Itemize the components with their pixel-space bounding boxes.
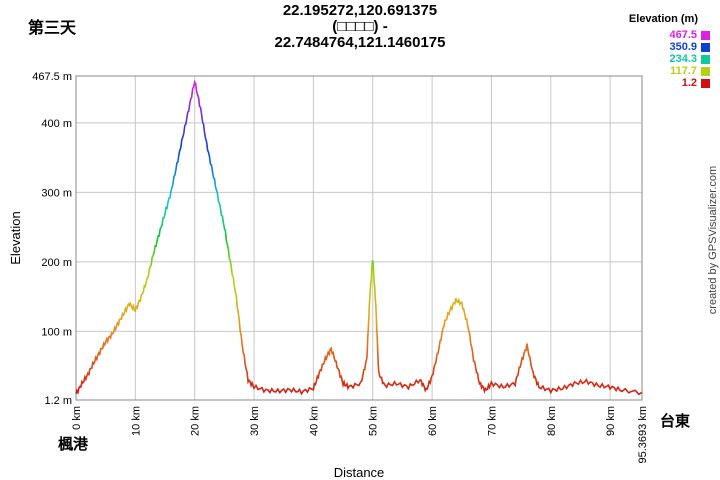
legend-entry: 350.9 [669, 41, 710, 53]
x-tick-label: 90 km [605, 406, 617, 436]
day-label: 第三天 [28, 20, 77, 37]
x-tick-label: 50 km [368, 406, 380, 436]
legend-swatch [701, 42, 710, 52]
legend-swatch [701, 30, 710, 40]
title-line-2: (□□□□) - [332, 18, 388, 35]
x-tick-label: 10 km [130, 406, 142, 436]
grid-lines [75, 75, 643, 401]
x-tick-label: 20 km [190, 406, 202, 436]
legend-entry: 117.7 [670, 65, 710, 77]
chart-title: 22.195272,120.691375 (□□□□) - 22.7484764… [180, 3, 540, 51]
plot-frame [75, 75, 643, 401]
y-tick-label: 1.2 m [44, 395, 72, 407]
y-tick-label: 100 m [41, 326, 72, 338]
legend-entry-label: 117.7 [670, 65, 697, 77]
y-axis-label: Elevation [8, 211, 23, 264]
legend-entry-label: 1.2 [681, 77, 697, 89]
x-tick-label: 30 km [249, 406, 261, 436]
legend-title: Elevation (m) [628, 13, 698, 25]
x-tick-label: 40 km [308, 406, 320, 436]
y-tick-label: 300 m [41, 187, 72, 199]
start-place-label: 楓港 [58, 436, 89, 453]
legend-entry: 1.2 [682, 77, 710, 89]
legend-entry: 467.5 [669, 29, 710, 41]
x-tick-label: 60 km [427, 406, 439, 436]
end-place-label: 台東 [660, 413, 691, 430]
y-tick-label: 467.5 m [32, 71, 72, 83]
elevation-line [75, 79, 643, 396]
legend-entry: 234.3 [669, 53, 710, 65]
x-tick-label: 0 km [71, 406, 83, 430]
legend-entry-label: 234.3 [669, 53, 697, 65]
title-line-3: 22.7484764,121.1460175 [274, 34, 446, 51]
y-tick-labels: 1.2 m 100 m 200 m 300 m 400 m 467.5 m [32, 71, 72, 407]
legend-entry-label: 350.9 [669, 41, 697, 53]
credit-text: created by GPSVisualizer.com [707, 166, 719, 314]
legend-swatch [701, 66, 710, 76]
legend-swatch [701, 78, 710, 88]
x-tick-label: 80 km [546, 406, 558, 436]
x-axis-label: Distance [334, 465, 385, 480]
x-tick-label: 95.3693 km [637, 406, 649, 463]
legend-entry-label: 467.5 [669, 29, 697, 41]
y-tick-label: 200 m [41, 257, 72, 269]
legend-swatch [701, 54, 710, 64]
x-tick-labels: 0 km 10 km 20 km 30 km 40 km 50 km 60 km 70 km 8… [71, 406, 649, 463]
x-tick-label: 70 km [486, 406, 498, 436]
title-line-1: 22.195272,120.691375 [282, 2, 438, 19]
y-tick-label: 400 m [41, 118, 72, 130]
